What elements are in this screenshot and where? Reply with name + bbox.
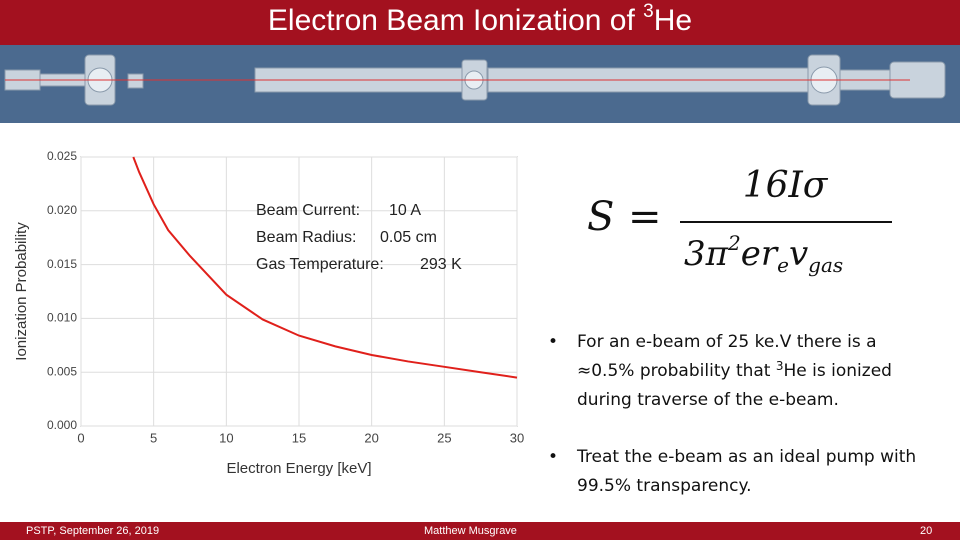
title-rest: He [654, 4, 692, 37]
x-tick-label: 5 [150, 430, 157, 445]
y-tick-label: 0.000 [47, 418, 77, 432]
x-tick-label: 10 [219, 430, 233, 445]
bullet-text: Treat the e-beam as an ideal pump with 9… [577, 447, 917, 496]
annotation-value: 10 A [389, 202, 421, 219]
annotation-label: Gas Temperature: [256, 256, 384, 273]
formula-numerator: 16Iσ [743, 165, 829, 206]
den-sub-e: e [777, 253, 789, 277]
den-b: er [741, 234, 779, 274]
bullet-rest: He is ionized during traverse of the e-b… [577, 361, 892, 410]
formula-lhs: S [587, 194, 614, 240]
y-tick-label: 0.005 [47, 364, 77, 378]
footer-center: Matthew Musgrave [424, 525, 517, 537]
title-sup: 3 [643, 1, 654, 22]
x-axis-label: Electron Energy [keV] [226, 460, 371, 477]
x-tick-label: 25 [437, 430, 451, 445]
y-tick-label: 0.020 [47, 203, 77, 217]
bullet-text: For an e-beam of 25 ke.V there is a ≈0.5… [577, 332, 877, 381]
annotation-label: Beam Radius: [256, 229, 357, 246]
bullet-sup: 3 [775, 359, 784, 373]
x-tick-label: 30 [510, 430, 524, 445]
annotation-label: Beam Current: [256, 202, 360, 219]
den-exp: 2 [727, 231, 741, 255]
annotation-value: 0.05 cm [380, 229, 437, 246]
formula-eq: = [628, 194, 662, 240]
title-bar [0, 0, 960, 45]
y-axis-label: Ionization Probability [13, 222, 30, 361]
footer-bar [0, 522, 960, 540]
formula-denominator: 3π2erevgas [684, 231, 843, 277]
chart: 0.000 0.005 0.010 0.015 0.020 0.025 0 5 10 15 20 25… [13, 149, 524, 477]
title-text: Electron Beam Ionization of [268, 4, 643, 37]
bullet: For an e-beam of 25 ke.V there is a ≈0.5… [548, 328, 928, 415]
footer-left: PSTP, September 26, 2019 [26, 525, 160, 537]
den-a: 3π [684, 234, 729, 274]
formula: S = 16Iσ 3π2erevgas [587, 165, 892, 277]
y-tick-label: 0.010 [47, 311, 77, 325]
x-tick-label: 0 [77, 430, 84, 445]
bullet: Treat the e-beam as an ideal pump with 9… [548, 443, 928, 501]
slide-title: Electron Beam Ionization of 3He [268, 1, 692, 37]
den-v: v [789, 234, 808, 274]
x-tick-label: 20 [364, 430, 378, 445]
y-tick-label: 0.015 [47, 257, 77, 271]
annotation-value: 293 K [420, 256, 462, 273]
page-number: 20 [920, 525, 933, 537]
data-line [132, 156, 518, 379]
y-tick-label: 0.025 [47, 149, 77, 163]
den-sub-gas: gas [808, 253, 843, 277]
bullet-list: For an e-beam of 25 ke.V there is a ≈0.5… [548, 328, 928, 501]
x-tick-label: 15 [292, 430, 306, 445]
